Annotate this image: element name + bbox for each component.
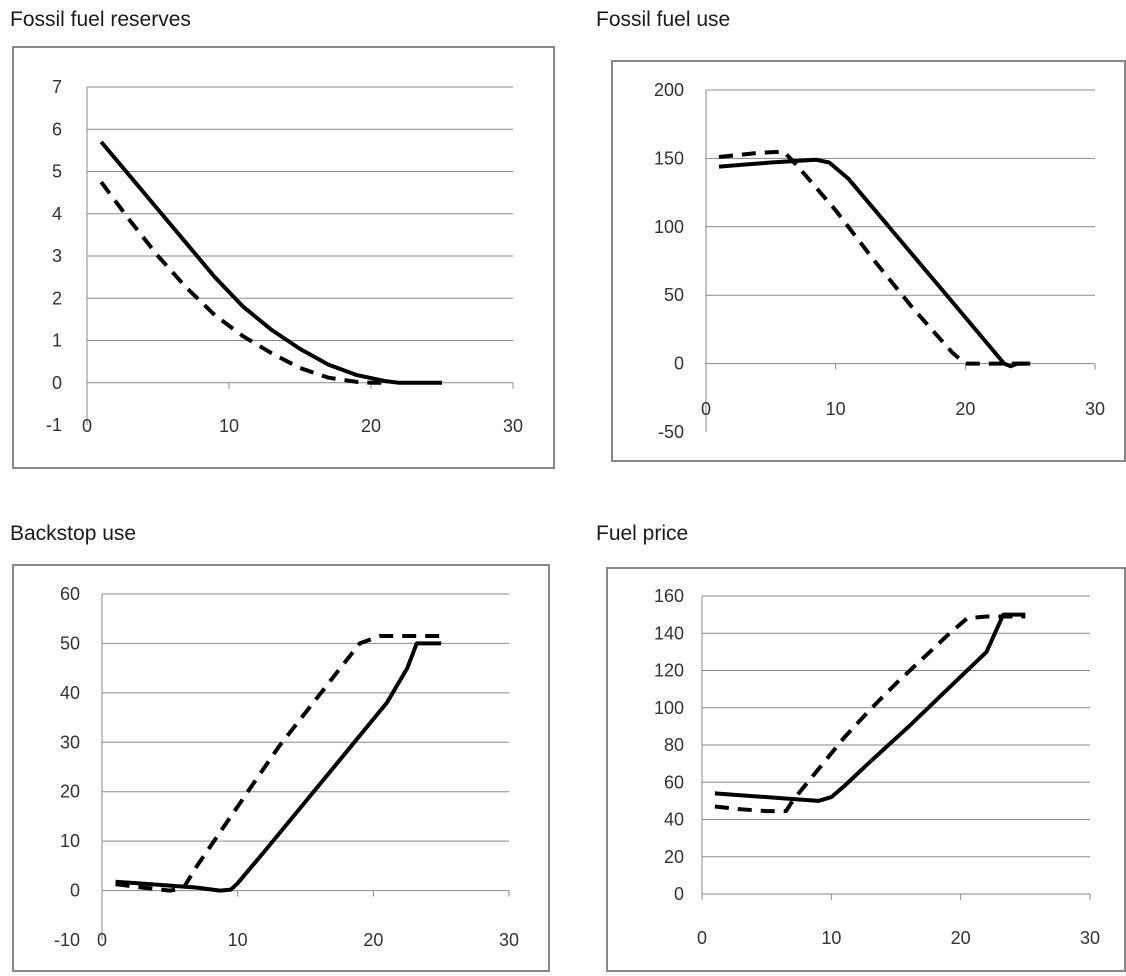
series-line-dashed <box>714 614 1026 814</box>
x-tick-label: 20 <box>955 399 975 419</box>
y-tick-label: 0 <box>674 354 684 374</box>
y-tick-label: 40 <box>664 810 684 830</box>
series-line-dashed <box>718 149 1031 366</box>
x-tick-label: 30 <box>499 930 519 950</box>
series-line-dashed <box>115 634 442 893</box>
x-tick-label: 20 <box>951 928 971 948</box>
y-tick-label: 0 <box>674 884 684 904</box>
y-tick-label: -10 <box>54 930 80 950</box>
chart-frame-fuel-price <box>606 567 1126 972</box>
y-tick-label: 80 <box>664 735 684 755</box>
y-tick-label: 30 <box>60 732 80 752</box>
y-tick-label: 60 <box>664 772 684 792</box>
x-tick-label: 0 <box>701 399 711 419</box>
y-tick-label: 7 <box>52 77 62 97</box>
chart-title-backstop: Backstop use <box>10 522 137 545</box>
y-tick-label: 200 <box>654 80 684 100</box>
y-tick-label: 0 <box>70 881 80 901</box>
x-tick-label: 30 <box>503 416 523 436</box>
x-tick-label: 10 <box>219 416 239 436</box>
y-tick-label: 60 <box>60 584 80 604</box>
y-tick-label: 6 <box>52 119 62 139</box>
x-tick-label: 30 <box>1085 399 1105 419</box>
y-tick-label: 140 <box>654 623 684 643</box>
y-tick-label: 20 <box>60 782 80 802</box>
x-tick-label: 0 <box>697 928 707 948</box>
x-tick-label: 20 <box>363 930 383 950</box>
y-tick-label: 1 <box>52 331 62 351</box>
y-tick-label: 3 <box>52 246 62 266</box>
y-tick-label: 4 <box>52 204 62 224</box>
chart-title-reserves: Fossil fuel reserves <box>10 8 191 31</box>
y-tick-label: 2 <box>52 288 62 308</box>
x-tick-label: 0 <box>82 416 92 436</box>
y-tick-label: 20 <box>664 847 684 867</box>
y-tick-label: 150 <box>654 148 684 168</box>
y-tick-label: 120 <box>654 661 684 681</box>
series-line-solid <box>115 641 442 893</box>
y-tick-label: 100 <box>654 217 684 237</box>
y-tick-label: 40 <box>60 683 80 703</box>
y-tick-label: -1 <box>46 415 62 435</box>
x-tick-label: 20 <box>361 416 381 436</box>
y-tick-label: -50 <box>658 422 684 442</box>
series-line-solid <box>99 140 442 385</box>
x-tick-label: 0 <box>97 930 107 950</box>
y-tick-label: 50 <box>664 285 684 305</box>
y-tick-label: 160 <box>654 586 684 606</box>
chart-frame-reserves <box>12 46 555 469</box>
y-tick-label: 100 <box>654 698 684 718</box>
x-tick-label: 10 <box>228 930 248 950</box>
chart-title-fuel-price: Fuel price <box>596 522 689 545</box>
x-tick-label: 10 <box>821 928 841 948</box>
y-tick-label: 50 <box>60 633 80 653</box>
y-tick-label: 10 <box>60 831 80 851</box>
chart-frame-fuel-use <box>611 60 1126 462</box>
x-tick-label: 10 <box>826 399 846 419</box>
chart-title-fuel-use: Fossil fuel use <box>596 8 731 31</box>
y-tick-label: 5 <box>52 162 62 182</box>
y-tick-label: 0 <box>52 373 62 393</box>
x-tick-label: 30 <box>1080 928 1100 948</box>
